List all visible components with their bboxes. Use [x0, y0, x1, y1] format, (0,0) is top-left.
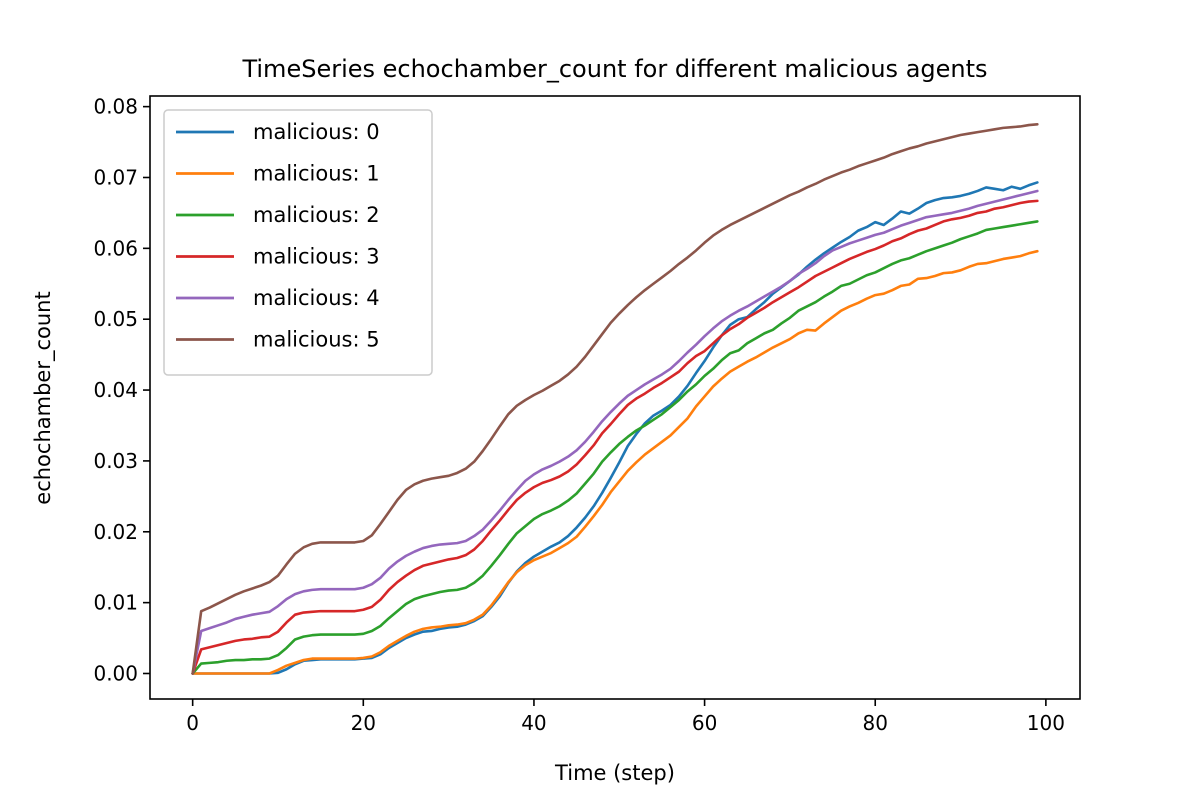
- x-tick-label: 40: [521, 711, 546, 735]
- y-axis-ticks: 0.00 0.01 0.02 0.03 0.04 0.05 0.06 0.07 0.08: [93, 95, 150, 685]
- legend-label-4: malicious: 4: [253, 286, 380, 310]
- y-tick-label: 0.01: [93, 591, 138, 615]
- x-axis-ticks: 0 20 40 60 80 100: [186, 699, 1065, 735]
- legend-label-0: malicious: 0: [253, 120, 380, 144]
- y-tick-label: 0.00: [93, 661, 138, 685]
- legend-box: [163, 109, 433, 376]
- y-tick-label: 0.03: [93, 449, 138, 473]
- legend-label-1: malicious: 1: [253, 162, 380, 186]
- x-tick-label: 20: [351, 711, 376, 735]
- series-line-1: [191, 249, 1039, 675]
- x-tick-label: 0: [186, 711, 199, 735]
- chart-title: TimeSeries echochamber_count for differe…: [241, 55, 987, 83]
- legend-label-2: malicious: 2: [253, 203, 380, 227]
- plot-lines: [191, 123, 1039, 675]
- series-line-4: [191, 189, 1039, 675]
- y-tick-label: 0.04: [93, 378, 138, 402]
- y-tick-label: 0.02: [93, 520, 138, 544]
- series-line-5: [191, 123, 1039, 675]
- y-tick-label: 0.08: [93, 95, 138, 119]
- x-tick-label: 100: [1027, 711, 1065, 735]
- series-line-3: [191, 199, 1039, 675]
- x-axis-label: Time (step): [554, 761, 675, 785]
- legend-label-3: malicious: 3: [253, 245, 380, 269]
- y-tick-label: 0.05: [93, 307, 138, 331]
- x-tick-label: 80: [863, 711, 888, 735]
- legend: malicious: 0 malicious: 1 malicious: 2 mali…: [163, 109, 433, 376]
- legend-label-5: malicious: 5: [253, 328, 380, 352]
- y-tick-label: 0.07: [93, 165, 138, 189]
- plot-frame: [149, 95, 1081, 700]
- series-line-2: [191, 220, 1039, 675]
- y-tick-label: 0.06: [93, 236, 138, 260]
- y-axis-label: echochamber_count: [31, 291, 56, 504]
- x-tick-label: 60: [692, 711, 717, 735]
